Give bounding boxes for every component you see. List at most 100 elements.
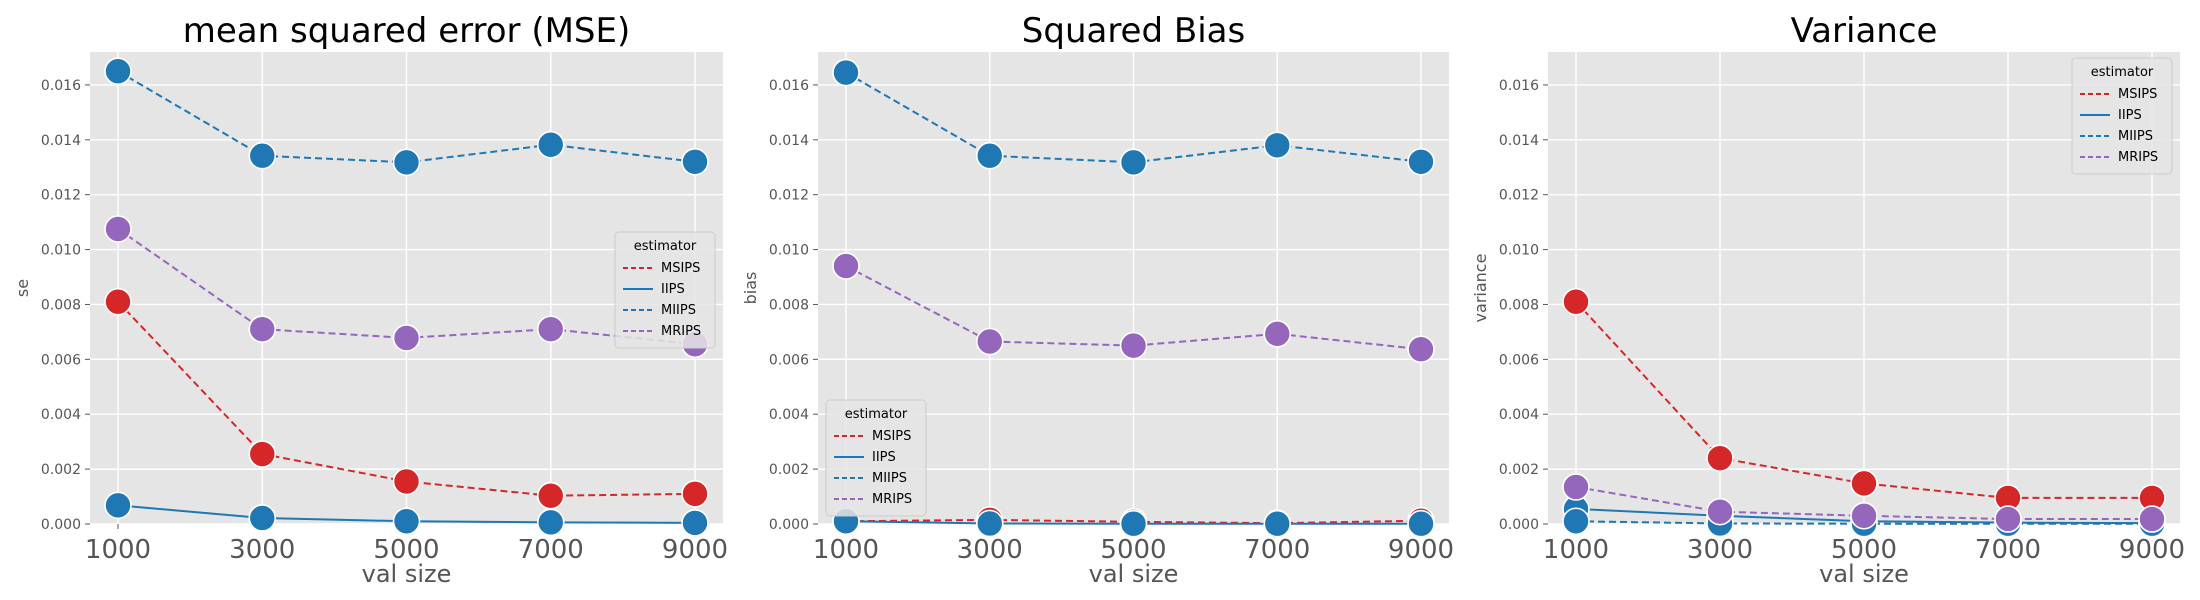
data-point-msips [1850, 469, 1878, 498]
x-axis-label: val size [362, 560, 452, 588]
legend-box [614, 231, 716, 349]
y-tick-label: 0.016 [1499, 78, 1539, 94]
legend-label-mrips: MRIPS [2118, 150, 2158, 165]
legend-title: estimator [845, 407, 908, 422]
y-tick-label: 0.006 [41, 352, 81, 368]
data-point-mrips [2138, 505, 2166, 533]
data-point-iips [1263, 509, 1292, 538]
data-point-miips [975, 141, 1004, 170]
y-tick-label: 0.010 [769, 243, 809, 259]
data-point-mrips [1263, 320, 1292, 348]
y-tick-label: 0.006 [769, 352, 809, 368]
data-point-miips [1119, 148, 1148, 177]
data-point-miips [1562, 507, 1590, 536]
data-point-mrips [975, 327, 1004, 356]
y-tick-label: 0.008 [41, 297, 81, 313]
legend-title: estimator [634, 239, 697, 254]
data-point-mrips [1562, 473, 1590, 501]
data-point-miips [1407, 147, 1435, 176]
data-point-miips [392, 148, 421, 177]
x-tick-label: 1000 [85, 535, 151, 565]
y-tick-label: 0.012 [769, 188, 809, 204]
legend-label-iips: IIPS [872, 450, 896, 465]
chart-title: mean squared error (MSE) [183, 11, 631, 51]
data-point-iips [1119, 509, 1148, 538]
x-tick-label: 1000 [1543, 535, 1609, 565]
legend-label-miips: MIIPS [872, 471, 907, 486]
y-tick-label: 0.004 [1499, 407, 1539, 423]
x-tick-label: 3000 [957, 535, 1023, 565]
data-point-miips [248, 141, 277, 170]
legend-label-miips: MIIPS [2118, 129, 2153, 144]
y-tick-label: 0.012 [41, 188, 81, 204]
y-tick-label: 0.016 [769, 78, 809, 94]
y-tick-label: 0.000 [769, 517, 809, 533]
legend-label-msips: MSIPS [2118, 87, 2157, 102]
legend-title: estimator [2091, 65, 2154, 80]
legend-label-msips: MSIPS [661, 261, 700, 276]
y-tick-label: 0.002 [769, 462, 809, 478]
data-point-miips [832, 58, 860, 87]
chart-title: Squared Bias [1022, 11, 1245, 51]
data-point-msips [392, 467, 421, 496]
x-tick-label: 3000 [1687, 535, 1753, 565]
legend-box [2071, 57, 2173, 175]
x-tick-label: 3000 [229, 535, 295, 565]
x-tick-label: 5000 [1831, 535, 1897, 565]
data-point-miips [536, 130, 565, 159]
y-tick-label: 0.008 [769, 297, 809, 313]
data-point-iips [248, 504, 277, 532]
data-point-iips [681, 509, 709, 537]
y-tick-label: 0.012 [1499, 188, 1539, 204]
data-point-msips [536, 481, 565, 510]
legend: estimator MSIPS IIPS MIIPS MRIPS [614, 231, 716, 349]
data-point-iips [536, 508, 565, 537]
legend-label-mrips: MRIPS [872, 492, 912, 507]
y-tick-label: 0.010 [1499, 243, 1539, 259]
y-tick-label: 0.014 [769, 133, 809, 149]
y-tick-label: 0.002 [1499, 462, 1539, 478]
data-point-mrips [248, 315, 277, 343]
data-point-miips [681, 147, 709, 176]
legend-label-msips: MSIPS [872, 429, 911, 444]
y-tick-label: 0.016 [41, 78, 81, 94]
legend: estimator MSIPS IIPS MIIPS MRIPS [2071, 57, 2173, 175]
x-tick-label: 9000 [662, 535, 728, 565]
data-point-mrips [832, 252, 860, 280]
y-tick-label: 0.008 [1499, 297, 1539, 313]
y-axis-label: bias [741, 272, 760, 305]
chart-title: Variance [1791, 11, 1938, 51]
legend-label-mrips: MRIPS [661, 324, 701, 339]
chart-panel-1: 0.000 0.002 0.004 0.006 0.008 0.010 0.012 0.014… [13, 11, 728, 588]
data-point-msips [1706, 444, 1734, 472]
legend-box [825, 399, 927, 517]
legend: estimator MSIPS IIPS MIIPS MRIPS [825, 399, 927, 517]
data-point-miips [104, 57, 132, 86]
x-tick-label: 5000 [373, 535, 439, 565]
data-point-mrips [1994, 505, 2022, 533]
y-tick-label: 0.004 [769, 407, 809, 423]
legend-label-miips: MIIPS [661, 303, 696, 318]
y-tick-label: 0.000 [41, 517, 81, 533]
data-point-msips [681, 480, 709, 508]
y-tick-label: 0.006 [1499, 352, 1539, 368]
legend-label-iips: IIPS [661, 282, 685, 297]
y-axis-label: variance [1471, 254, 1490, 323]
data-point-iips [975, 509, 1004, 538]
y-tick-label: 0.014 [41, 133, 81, 149]
x-tick-label: 1000 [813, 535, 879, 565]
x-tick-label: 7000 [1975, 535, 2041, 565]
data-point-mrips [104, 215, 132, 243]
x-tick-label: 7000 [518, 535, 584, 565]
y-tick-label: 0.014 [1499, 133, 1539, 149]
series-line-mrips [845, 265, 1422, 351]
legend-label-iips: IIPS [2118, 108, 2142, 123]
y-tick-label: 0.002 [41, 462, 81, 478]
data-point-iips [392, 507, 421, 536]
x-tick-label: 5000 [1100, 535, 1166, 565]
data-point-iips [1407, 509, 1435, 538]
y-tick-label: 0.000 [1499, 517, 1539, 533]
data-point-mrips [1119, 331, 1148, 360]
x-tick-label: 7000 [1244, 535, 1310, 565]
data-point-iips [104, 491, 132, 520]
